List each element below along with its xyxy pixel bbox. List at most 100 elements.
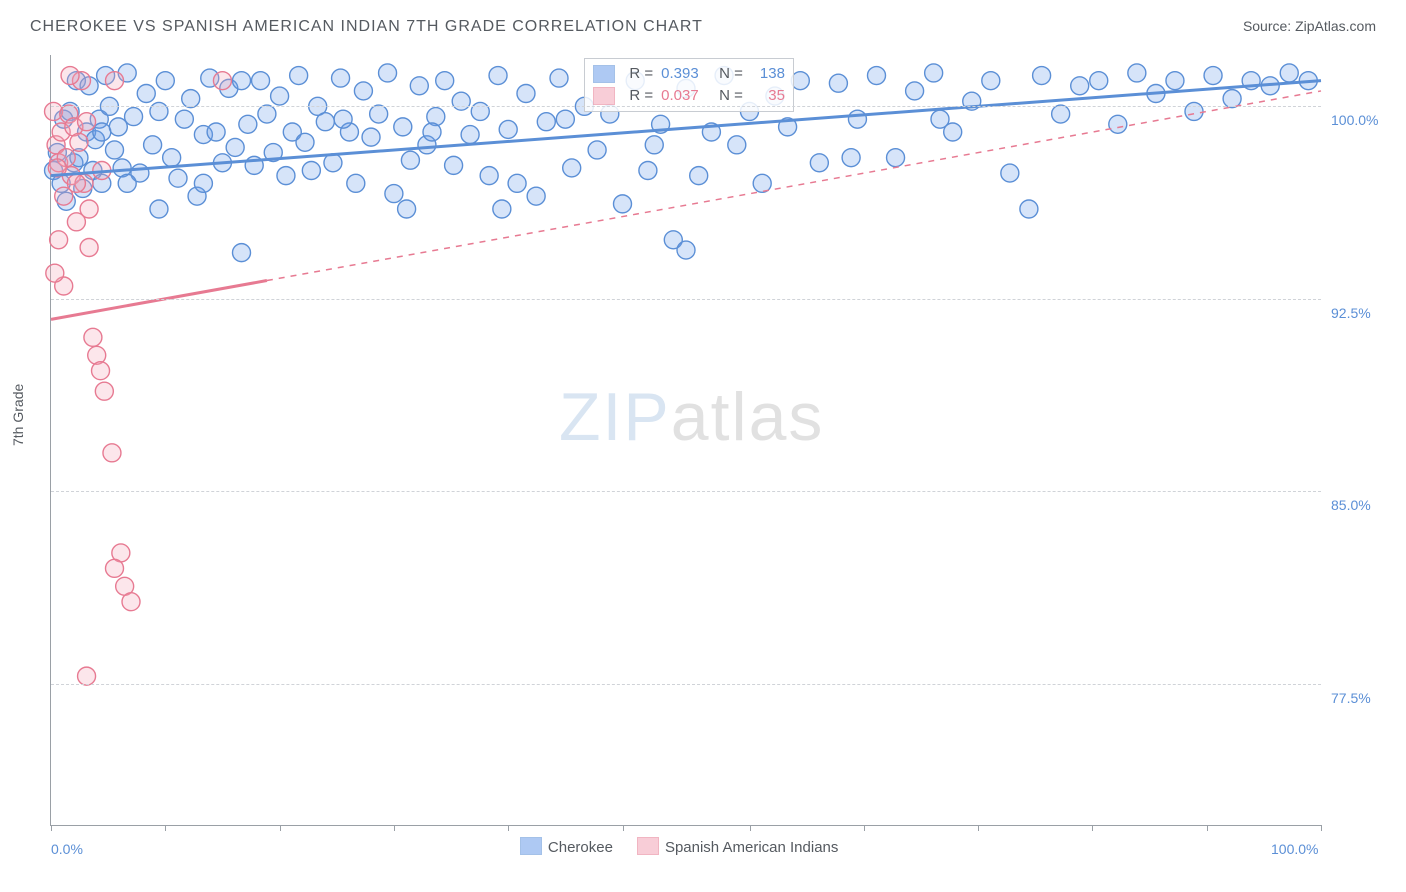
y-axis-label: 7th Grade xyxy=(10,384,26,446)
cherokee-point xyxy=(362,128,380,146)
cherokee-point xyxy=(556,110,574,128)
x-tick xyxy=(394,825,395,831)
x-tick xyxy=(165,825,166,831)
cherokee-point xyxy=(1020,200,1038,218)
spanish-point xyxy=(61,67,79,85)
spanish-swatch-icon xyxy=(593,87,615,105)
stats-r-value: 0.037 xyxy=(661,85,711,107)
cherokee-point xyxy=(347,174,365,192)
cherokee-point xyxy=(163,149,181,167)
cherokee-point xyxy=(480,167,498,185)
cherokee-point xyxy=(461,126,479,144)
stats-n-label: N = xyxy=(719,63,743,85)
cherokee-point xyxy=(563,159,581,177)
spanish-point xyxy=(95,382,113,400)
spanish-point xyxy=(50,231,68,249)
cherokee-point xyxy=(1033,67,1051,85)
cherokee-point xyxy=(150,102,168,120)
cherokee-point xyxy=(829,74,847,92)
cherokee-point xyxy=(1166,72,1184,90)
cherokee-point xyxy=(614,195,632,213)
cherokee-point xyxy=(499,120,517,138)
y-tick-label: 92.5% xyxy=(1331,305,1371,321)
cherokee-point xyxy=(290,67,308,85)
cherokee-point xyxy=(1071,77,1089,95)
cherokee-point xyxy=(334,110,352,128)
cherokee-point xyxy=(931,110,949,128)
cherokee-point xyxy=(182,90,200,108)
cherokee-swatch-icon xyxy=(593,65,615,83)
spanish-point xyxy=(122,593,140,611)
spanish-point xyxy=(213,72,231,90)
cherokee-point xyxy=(1128,64,1146,82)
cherokee-point xyxy=(925,64,943,82)
cherokee-point xyxy=(436,72,454,90)
gridline xyxy=(51,106,1321,107)
stats-r-label: R = xyxy=(629,63,653,85)
spanish-point xyxy=(103,444,121,462)
source-label: Source: ZipAtlas.com xyxy=(1243,18,1376,34)
cherokee-point xyxy=(233,72,251,90)
spanish-point xyxy=(67,174,85,192)
cherokee-point xyxy=(93,123,111,141)
cherokee-point xyxy=(106,141,124,159)
legend-bottom: Cherokee Spanish American Indians xyxy=(520,837,838,856)
cherokee-point xyxy=(517,85,535,103)
cherokee-point xyxy=(277,167,295,185)
cherokee-point xyxy=(1001,164,1019,182)
legend-item-cherokee[interactable]: Cherokee xyxy=(520,837,613,856)
cherokee-point xyxy=(848,110,866,128)
cherokee-point xyxy=(394,118,412,136)
spanish-point xyxy=(80,200,98,218)
spanish-point xyxy=(92,362,110,380)
cherokee-point xyxy=(207,123,225,141)
cherokee-point xyxy=(370,105,388,123)
x-tick xyxy=(864,825,865,831)
stats-row-cherokee: R =0.393N =138 xyxy=(593,63,785,85)
chart-title: CHEROKEE VS SPANISH AMERICAN INDIAN 7TH … xyxy=(30,18,703,36)
spanish-point xyxy=(78,667,96,685)
cherokee-point xyxy=(156,72,174,90)
x-max-label: 100.0% xyxy=(1271,841,1318,857)
cherokee-legend-swatch-icon xyxy=(520,837,542,855)
cherokee-point xyxy=(169,169,187,187)
cherokee-point xyxy=(527,187,545,205)
cherokee-point xyxy=(639,162,657,180)
spanish-point xyxy=(106,559,124,577)
cherokee-point xyxy=(728,136,746,154)
x-min-label: 0.0% xyxy=(51,841,83,857)
cherokee-point xyxy=(1185,102,1203,120)
x-tick xyxy=(750,825,751,831)
legend-item-spanish[interactable]: Spanish American Indians xyxy=(637,837,838,856)
cherokee-point xyxy=(379,64,397,82)
cherokee-point xyxy=(508,174,526,192)
cherokee-point xyxy=(1109,115,1127,133)
cherokee-point xyxy=(252,72,270,90)
gridline xyxy=(51,491,1321,492)
cherokee-point xyxy=(125,108,143,126)
cherokee-point xyxy=(194,174,212,192)
stats-r-value: 0.393 xyxy=(661,63,711,85)
x-tick xyxy=(1207,825,1208,831)
stats-n-value: 35 xyxy=(751,85,785,107)
x-tick xyxy=(1321,825,1322,831)
cherokee-point xyxy=(354,82,372,100)
spanish-point xyxy=(84,328,102,346)
cherokee-point xyxy=(445,156,463,174)
cherokee-point xyxy=(150,200,168,218)
cherokee-point xyxy=(226,138,244,156)
x-tick xyxy=(978,825,979,831)
cherokee-point xyxy=(588,141,606,159)
stats-r-label: R = xyxy=(629,85,653,107)
gridline xyxy=(51,299,1321,300)
spanish-point xyxy=(106,72,124,90)
cherokee-point xyxy=(302,162,320,180)
cherokee-point xyxy=(118,174,136,192)
chart-svg xyxy=(51,55,1321,825)
cherokee-point xyxy=(677,241,695,259)
spanish-point xyxy=(46,264,64,282)
x-tick xyxy=(1092,825,1093,831)
x-tick xyxy=(280,825,281,831)
cherokee-point xyxy=(271,87,289,105)
x-tick xyxy=(508,825,509,831)
